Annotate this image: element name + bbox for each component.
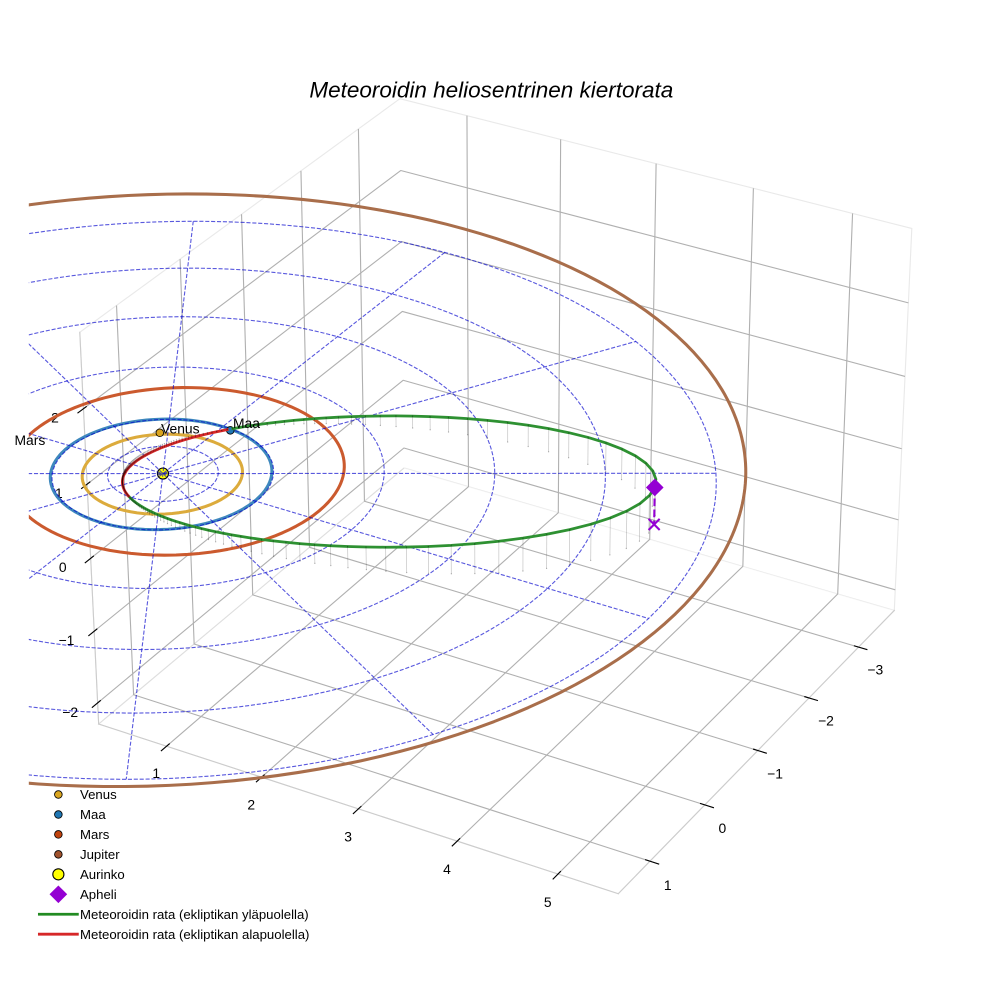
svg-text:Aurinko: Aurinko bbox=[80, 867, 125, 882]
svg-text:Mars: Mars bbox=[80, 827, 110, 842]
svg-text:2: 2 bbox=[247, 796, 255, 812]
svg-text:0: 0 bbox=[718, 820, 726, 836]
svg-text:1: 1 bbox=[664, 877, 672, 893]
svg-text:−2: −2 bbox=[818, 713, 834, 729]
svg-text:5: 5 bbox=[544, 894, 552, 910]
svg-text:−3: −3 bbox=[867, 661, 883, 677]
svg-text:1: 1 bbox=[55, 485, 63, 501]
svg-text:Maa: Maa bbox=[233, 415, 260, 431]
svg-text:Jupiter: Jupiter bbox=[80, 847, 120, 862]
svg-text:Meteoroidin heliosentrinen kie: Meteoroidin heliosentrinen kiertorata bbox=[309, 77, 673, 102]
svg-text:Mars: Mars bbox=[14, 432, 45, 448]
svg-text:1: 1 bbox=[152, 765, 160, 781]
svg-text:−2: −2 bbox=[62, 704, 78, 720]
svg-text:Meteoroidin rata (ekliptikan a: Meteoroidin rata (ekliptikan alapuolella… bbox=[80, 927, 309, 942]
svg-text:−1: −1 bbox=[767, 765, 783, 781]
svg-text:−1: −1 bbox=[59, 632, 75, 648]
svg-text:Venus: Venus bbox=[161, 420, 200, 436]
svg-text:Maa: Maa bbox=[80, 807, 106, 822]
svg-text:Apheli: Apheli bbox=[80, 887, 117, 902]
svg-text:3: 3 bbox=[344, 828, 352, 844]
svg-text:0: 0 bbox=[59, 559, 67, 575]
svg-text:4: 4 bbox=[443, 861, 451, 877]
svg-text:Meteoroidin rata (ekliptikan y: Meteoroidin rata (ekliptikan yläpuolella… bbox=[80, 907, 309, 922]
svg-text:Venus: Venus bbox=[80, 787, 117, 802]
